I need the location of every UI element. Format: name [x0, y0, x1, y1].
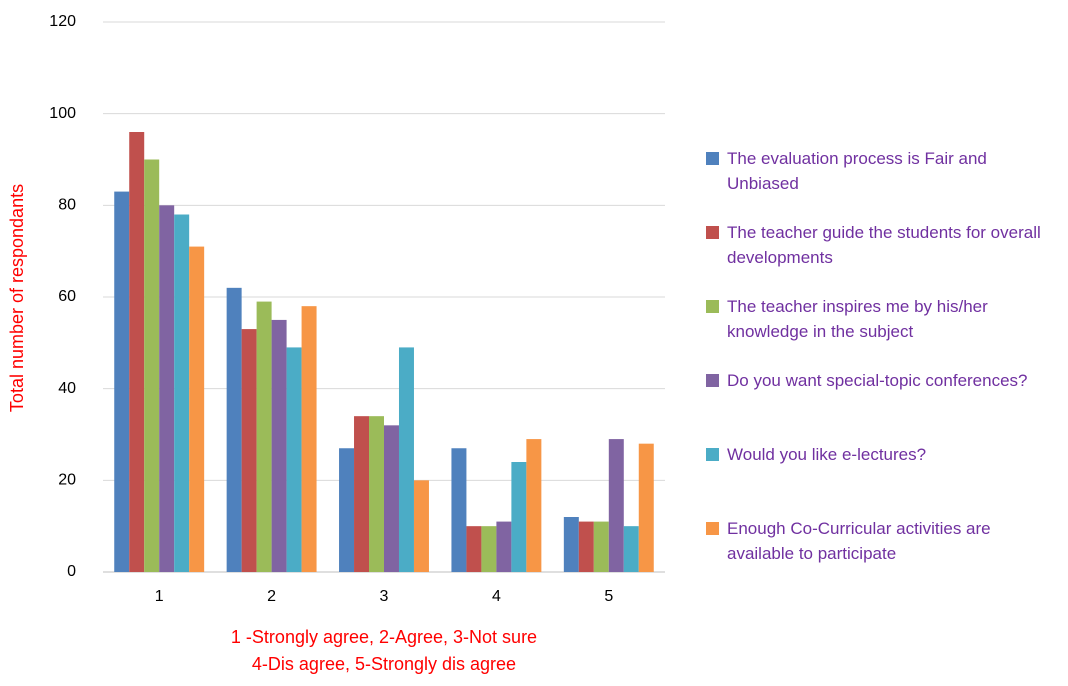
bar [241, 329, 257, 572]
y-tick-label: 60 [58, 288, 76, 305]
x-tick-label: 2 [267, 588, 276, 605]
legend-entry: Do you want special-topic conferences? [706, 368, 1056, 393]
bar [398, 347, 414, 572]
legend-entry: The evaluation process is Fair and Unbia… [706, 146, 1056, 196]
bar [159, 205, 175, 573]
bar [129, 132, 145, 572]
y-tick-label: 0 [67, 563, 76, 580]
x-tick-label: 5 [604, 588, 613, 605]
bar [301, 306, 317, 572]
bar [593, 521, 609, 572]
bar [144, 159, 160, 572]
bar [339, 448, 355, 572]
bar [226, 287, 242, 572]
bar [526, 439, 542, 572]
y-tick-label: 120 [49, 13, 76, 30]
bar [174, 214, 190, 572]
legend-entry: Would you like e-lectures? [706, 442, 1056, 467]
x-axis-title: 4-Dis agree, 5-Strongly dis agree [252, 654, 516, 674]
y-axis-title: Total number of respondants [7, 184, 27, 412]
legend-entry: Enough Co-Curricular activities are avai… [706, 516, 1056, 566]
legend-label: The teacher inspires me by his/her knowl… [727, 297, 988, 341]
bar [511, 462, 527, 572]
legend-entry: The teacher inspires me by his/her knowl… [706, 294, 1056, 344]
y-tick-label: 80 [58, 197, 76, 214]
legend-label: Enough Co-Curricular activities are avai… [727, 519, 991, 563]
bar [114, 191, 130, 573]
x-tick-label: 1 [155, 588, 164, 605]
legend-label: The teacher guide the students for overa… [727, 223, 1041, 267]
y-tick-label: 100 [49, 105, 76, 122]
bar [496, 521, 512, 572]
bar [384, 425, 399, 572]
bar [413, 480, 429, 572]
bar [354, 416, 370, 572]
bar [608, 439, 624, 572]
x-tick-label: 3 [380, 588, 389, 605]
legend-swatch [706, 300, 719, 313]
bar [623, 526, 639, 572]
y-tick-label: 20 [58, 472, 76, 489]
legend-label: Would you like e-lectures? [727, 445, 927, 464]
legend-label: Do you want special-topic conferences? [727, 371, 1028, 390]
legend-swatch [706, 522, 719, 535]
legend-swatch [706, 448, 719, 461]
bar [271, 319, 287, 572]
bar [481, 526, 497, 572]
x-tick-label: 4 [492, 588, 501, 605]
legend-swatch [706, 374, 719, 387]
bar [256, 301, 272, 572]
legend-entry: The teacher guide the students for overa… [706, 220, 1056, 270]
bar [286, 347, 302, 572]
bar [451, 448, 467, 572]
bar [638, 443, 654, 572]
legend-swatch [706, 226, 719, 239]
bar [563, 517, 579, 572]
legend-label: The evaluation process is Fair and Unbia… [727, 149, 987, 193]
bar [466, 526, 482, 572]
bar [578, 521, 594, 572]
bar [369, 416, 384, 572]
x-axis-title: 1 -Strongly agree, 2-Agree, 3-Not sure [231, 627, 537, 647]
y-tick-label: 40 [58, 380, 76, 397]
legend-swatch [706, 152, 719, 165]
bar [189, 246, 205, 573]
